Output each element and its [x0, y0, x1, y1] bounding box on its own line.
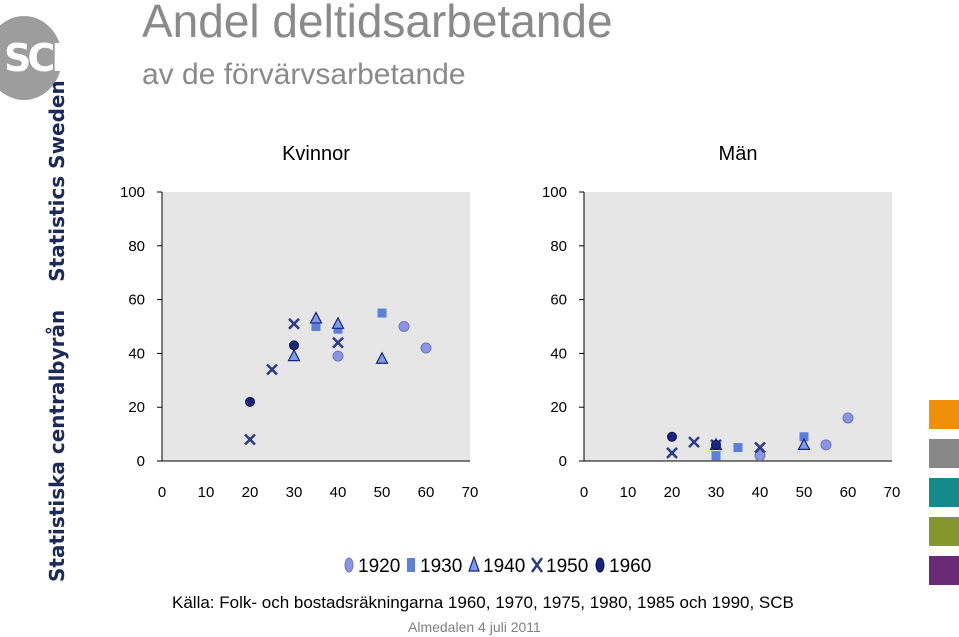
y-tick-label: 40 [128, 345, 145, 362]
legend-marker [344, 557, 354, 573]
data-point-1950 [266, 363, 278, 376]
data-point-1920 [420, 342, 432, 354]
plot-area [584, 192, 892, 461]
page-subtitle: av de förvärvsarbetande [142, 58, 466, 91]
accent-swatch [929, 439, 959, 468]
data-point-1960 [667, 431, 677, 442]
x-tick-label: 70 [462, 484, 479, 501]
footer-text: Almedalen 4 juli 2011 [408, 619, 541, 635]
y-tick-label: 100 [120, 184, 145, 201]
data-point-1930 [333, 324, 343, 334]
scb-logo: SCB [0, 16, 80, 100]
legend-label: 1950 [546, 556, 588, 577]
x-tick-label: 20 [242, 484, 259, 501]
data-point-1960 [711, 439, 721, 450]
data-point-1940 [331, 316, 345, 329]
data-point-1920 [754, 450, 766, 462]
y-tick-label: 60 [128, 292, 145, 309]
legend-label: 1960 [609, 556, 651, 577]
data-point-1930 [711, 451, 721, 461]
data-point-1930 [799, 432, 809, 442]
data-point-1950 [666, 447, 678, 459]
data-point-1920 [820, 439, 832, 451]
data-point-1960 [289, 340, 299, 351]
x-tick-label: 30 [708, 484, 725, 501]
y-tick-label: 20 [128, 399, 145, 416]
chart-panel-2: Män 0 20 40 60 80 100 0 10 20 30 40 50 60 70 [542, 143, 900, 501]
data-point-1920 [842, 412, 854, 424]
data-point-1930 [733, 443, 743, 453]
legend-marker [530, 557, 544, 573]
data-point-1940 [797, 437, 811, 450]
data-point-1950 [688, 436, 700, 449]
chart-title: Kvinnor [282, 143, 350, 165]
x-tick-label: 0 [580, 484, 588, 501]
accent-swatch [929, 517, 959, 546]
legend-label: 1920 [358, 556, 400, 577]
x-tick-label: 60 [418, 484, 435, 501]
x-tick-label: 0 [158, 484, 166, 501]
x-tick-label: 60 [840, 484, 857, 501]
data-point-1930 [377, 308, 387, 318]
legend-marker [468, 555, 480, 572]
chart-panel-1: Kvinnor 0 20 40 60 80 100 0 10 20 30 40 50 60 70 [120, 143, 478, 501]
data-point-1950 [332, 336, 344, 349]
logo-text: SCB [4, 36, 80, 80]
data-point-1940 [375, 351, 389, 364]
data-point-1940 [309, 311, 323, 324]
x-tick-label: 10 [620, 484, 637, 501]
source-text: Källa: Folk- och bostadsräkningarna 1960… [172, 593, 794, 612]
x-tick-label: 20 [664, 484, 681, 501]
legend-label: 1940 [483, 556, 525, 577]
legend-label: 1930 [420, 556, 462, 577]
y-tick-label: 80 [128, 238, 145, 255]
data-point-1950 [754, 441, 766, 454]
data-point-1950 [288, 317, 300, 330]
y-tick-label: 40 [550, 345, 567, 362]
y-tick-label: 60 [550, 292, 567, 309]
x-tick-label: 50 [796, 484, 813, 501]
x-tick-label: 30 [286, 484, 303, 501]
legend-item-1950: 1950 [530, 556, 588, 577]
legend-item-1960: 1960 [595, 556, 651, 577]
data-point-1920 [332, 350, 344, 362]
legend-item-1930: 1930 [407, 556, 462, 577]
data-point-1950 [244, 433, 256, 446]
data-point-1960 [245, 396, 255, 407]
accent-swatch [929, 478, 959, 507]
accent-swatch [929, 556, 959, 585]
chart-title: Män [719, 143, 758, 165]
y-tick-label: 80 [550, 238, 567, 255]
accent-swatch [929, 400, 959, 429]
page-title: Andel deltidsarbetande [142, 0, 613, 47]
legend-marker [595, 557, 605, 573]
legend-item-1920: 1920 [344, 556, 400, 577]
data-point-1940 [287, 348, 301, 362]
x-tick-label: 70 [884, 484, 901, 501]
legend-marker [407, 558, 415, 572]
data-point-1920 [398, 321, 410, 332]
y-tick-label: 0 [137, 453, 145, 470]
x-tick-label: 40 [752, 484, 769, 501]
legend: 1920 1930 1940 1950 1960 [344, 555, 651, 577]
y-tick-label: 20 [550, 399, 567, 416]
x-tick-label: 40 [330, 484, 347, 501]
x-tick-label: 10 [198, 484, 215, 501]
legend-item-1940: 1940 [468, 555, 525, 577]
y-tick-label: 100 [542, 184, 567, 201]
data-point-1930 [311, 322, 321, 331]
y-tick-label: 0 [559, 453, 567, 470]
x-tick-label: 50 [374, 484, 391, 501]
